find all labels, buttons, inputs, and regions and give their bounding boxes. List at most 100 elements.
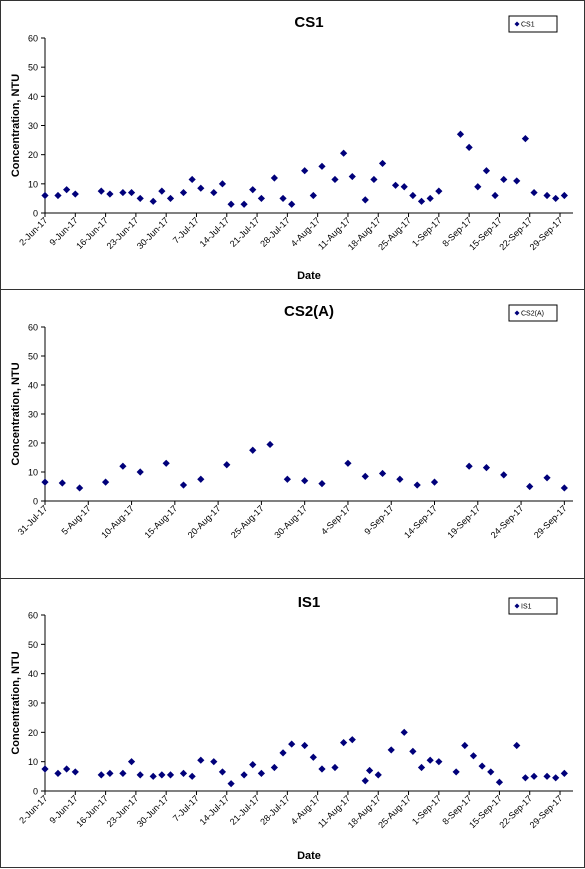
data-point-marker	[54, 191, 62, 200]
data-point-marker	[478, 762, 486, 770]
data-point-marker	[301, 741, 309, 750]
data-point-marker	[370, 175, 378, 184]
data-point-marker	[63, 186, 71, 194]
data-point-marker	[543, 474, 551, 482]
y-tick-label: 10	[28, 757, 38, 767]
data-point-marker	[218, 768, 227, 776]
data-point-marker	[430, 478, 439, 486]
data-point-marker	[119, 188, 127, 197]
x-tick-label: 25-Aug-17	[376, 793, 413, 830]
data-point-marker	[400, 728, 408, 736]
y-tick-label: 10	[28, 179, 38, 189]
data-point-marker	[257, 769, 265, 777]
data-point-marker	[552, 774, 560, 782]
chart-panel-cs1: CS1 0 10 20 30 40 50 60 2-Jun-17 9-Jun-17 16-Jun-1…	[0, 0, 585, 290]
legend-box	[508, 304, 558, 322]
data-point-marker	[426, 756, 434, 764]
data-point-marker	[41, 478, 49, 486]
y-tick-label: 0	[33, 209, 38, 219]
x-tick-label: 1-Sep-17	[410, 793, 443, 826]
x-tick-label: 5-Aug-17	[59, 503, 92, 536]
x-tick-label: 16-Jun-17	[74, 215, 110, 251]
data-point-marker	[318, 480, 326, 488]
data-point-marker	[543, 772, 551, 780]
data-point-marker	[127, 188, 136, 197]
data-point-marker	[526, 482, 534, 491]
data-point-marker	[127, 758, 136, 766]
data-point-marker	[361, 196, 369, 204]
y-tick-label: 40	[28, 669, 38, 679]
data-point-marker	[417, 763, 426, 772]
data-point-marker	[249, 446, 257, 454]
data-point-marker	[474, 183, 482, 191]
chart-title: CS2(A)	[284, 303, 334, 320]
data-point-marker	[249, 761, 257, 769]
x-tick-label: 29-Sep-17	[528, 793, 565, 830]
x-tick-label: 4-Sep-17	[319, 503, 352, 536]
data-point-marker	[340, 149, 348, 157]
x-tick-label: 7-Jul-17	[171, 215, 201, 245]
legend-marker	[514, 603, 520, 609]
legend-label: IS1	[521, 604, 532, 611]
y-tick-label: 40	[28, 92, 38, 102]
x-tick-label: 30-Jun-17	[135, 215, 171, 251]
x-tick-label: 21-Jul-17	[228, 793, 262, 827]
data-point-marker	[340, 739, 348, 747]
chart-panel-cs2a: CS2(A) 0 10 20 30 40 50 60 31-Jul-17 5-Aug-17 10-A…	[0, 289, 585, 579]
data-point-marker	[391, 181, 400, 189]
data-point-marker	[218, 180, 227, 188]
data-point-marker	[179, 769, 188, 777]
legend-marker	[514, 310, 520, 316]
data-point-marker	[318, 162, 326, 170]
x-tick-label: 14-Sep-17	[402, 503, 439, 540]
data-point-marker	[270, 763, 278, 772]
data-point-marker	[158, 187, 166, 195]
x-tick-label: 28-Jul-17	[258, 215, 292, 249]
y-tick-label: 20	[28, 439, 38, 449]
data-point-marker	[283, 475, 291, 483]
x-axis-title: Date	[297, 850, 321, 862]
y-axis-title: Concentration, NTU	[10, 651, 22, 754]
y-axis-title: Concentration, NTU	[10, 74, 22, 177]
x-tick-label: 2-Jun-17	[17, 215, 49, 247]
data-point-marker	[179, 481, 188, 489]
y-tick-label: 30	[28, 121, 38, 131]
x-tick-label: 30-Jun-17	[135, 793, 171, 829]
data-point-marker	[240, 771, 248, 779]
y-tick-label: 0	[33, 497, 38, 507]
data-point-marker	[257, 194, 265, 203]
data-point-marker	[482, 464, 491, 472]
x-tick-label: 23-Jun-17	[105, 215, 141, 251]
y-axis-title: Concentration, NTU	[10, 362, 22, 465]
data-point-marker	[240, 200, 248, 208]
y-tick-label: 0	[33, 787, 38, 797]
data-point-marker	[461, 741, 469, 750]
data-point-marker	[396, 475, 404, 483]
data-point-marker	[188, 175, 196, 184]
data-point-marker	[136, 468, 144, 476]
x-tick-label: 31-Jul-17	[16, 503, 50, 537]
chart-panel-is1: IS1 0 10 20 30 40 50 60 2-Jun-17 9-Jun-17 16-Jun-1…	[0, 578, 585, 868]
data-point-marker	[452, 768, 460, 776]
x-tick-label: 25-Aug-17	[229, 503, 266, 540]
data-point-marker	[426, 194, 434, 203]
x-tick-label: 19-Sep-17	[445, 503, 482, 540]
data-point-marker	[136, 771, 144, 779]
y-tick-label: 10	[28, 468, 38, 478]
data-point-marker	[361, 777, 369, 785]
x-tick-label: 7-Jul-17	[171, 793, 201, 823]
chart-title: CS1	[294, 14, 323, 31]
y-tick-label: 60	[28, 34, 38, 44]
x-tick-label: 1-Sep-17	[410, 215, 443, 248]
data-point-marker	[409, 191, 417, 200]
x-tick-label: 24-Sep-17	[489, 503, 526, 540]
legend-marker	[514, 21, 520, 27]
data-point-marker	[560, 191, 568, 200]
data-point-marker	[41, 765, 49, 773]
data-point-marker	[136, 194, 144, 203]
data-point-marker	[413, 481, 421, 489]
legend-label: CS1	[521, 22, 535, 29]
data-point-marker	[301, 167, 309, 175]
data-point-marker	[197, 184, 205, 192]
data-point-marker	[279, 749, 287, 757]
